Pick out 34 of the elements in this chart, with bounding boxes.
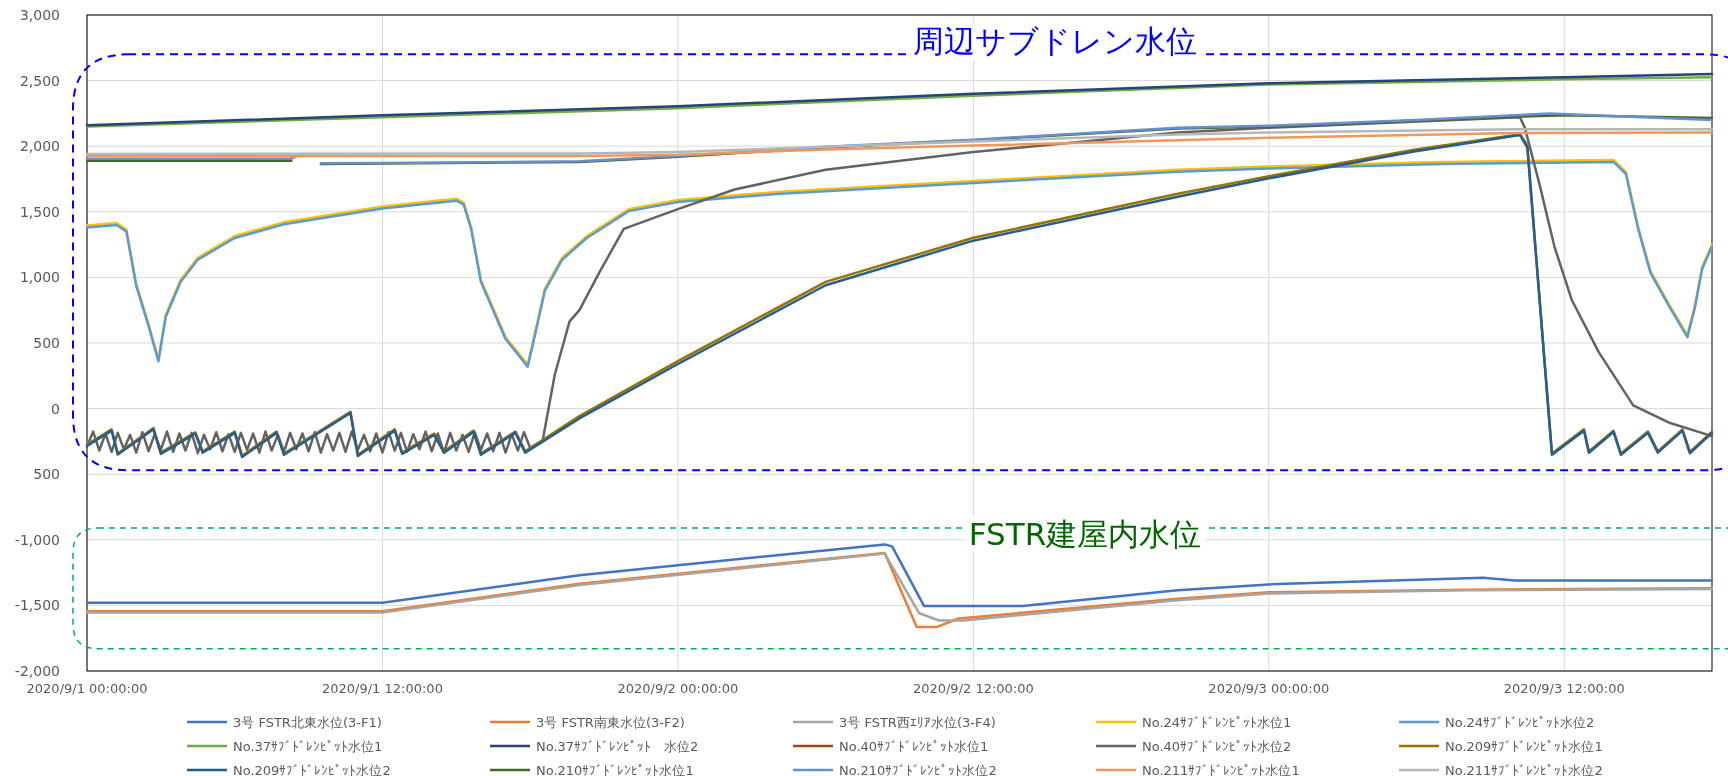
annotation: 周辺サブドレン水位 [913, 23, 1197, 59]
x-tick-label: 2020/9/3 00:00:00 [1208, 681, 1330, 696]
legend-label: No.210ｻﾌﾞﾄﾞﾚﾝﾋﾟｯﾄ水位1 [536, 763, 694, 776]
y-tick-label: 0 [51, 400, 60, 417]
legend-label: No.24ｻﾌﾞﾄﾞﾚﾝﾋﾟｯﾄ水位2 [1445, 715, 1595, 730]
legend-label: No.209ｻﾌﾞﾄﾞﾚﾝﾋﾟｯﾄ水位1 [1445, 739, 1603, 754]
legend-label: No.210ｻﾌﾞﾄﾞﾚﾝﾋﾟｯﾄ水位2 [839, 763, 997, 776]
y-tick-label: -1,000 [14, 531, 60, 548]
y-tick-label: -1,500 [14, 597, 60, 614]
x-tick-label: 2020/9/1 12:00:00 [322, 681, 443, 696]
y-tick-label: 1,000 [19, 269, 60, 286]
y-tick-label: 500 [33, 335, 60, 351]
legend-label: 3号 FSTR北東水位(3-F1) [233, 715, 382, 730]
x-tick-label: 2020/9/2 00:00:00 [617, 681, 739, 696]
legend-label: No.40ｻﾌﾞﾄﾞﾚﾝﾋﾟｯﾄ水位2 [1142, 739, 1292, 754]
legend-label: No.211ｻﾌﾞﾄﾞﾚﾝﾋﾟｯﾄ水位1 [1142, 763, 1300, 776]
legend-label: No.211ｻﾌﾞﾄﾞﾚﾝﾋﾟｯﾄ水位2 [1445, 763, 1603, 776]
x-tick-label: 2020/9/2 12:00:00 [912, 681, 1034, 696]
y-tick-label: 2,500 [19, 72, 60, 89]
legend-label: No.37ｻﾌﾞﾄﾞﾚﾝﾋﾟｯﾄ 水位2 [536, 739, 699, 754]
y-tick-label: -2,000 [14, 663, 60, 679]
legend-label: No.37ｻﾌﾞﾄﾞﾚﾝﾋﾟｯﾄ水位1 [233, 739, 383, 754]
legend-label: No.24ｻﾌﾞﾄﾞﾚﾝﾋﾟｯﾄ水位1 [1142, 715, 1292, 730]
y-tick-label: 2,000 [19, 138, 60, 155]
x-tick-label: 2020/9/3 12:00:00 [1503, 681, 1625, 696]
legend-label: No.209ｻﾌﾞﾄﾞﾚﾝﾋﾟｯﾄ水位2 [233, 763, 391, 776]
y-tick-label: 3,000 [19, 7, 60, 23]
legend-label: No.40ｻﾌﾞﾄﾞﾚﾝﾋﾟｯﾄ水位1 [839, 739, 989, 754]
x-tick-label: 2020/9/1 00:00:00 [26, 681, 148, 696]
y-tick-label: 1,500 [19, 203, 60, 220]
annotation: FSTR建屋内水位 [968, 516, 1202, 552]
legend-label: 3号 FSTR西ｴﾘｱ水位(3-F4) [839, 715, 996, 730]
legend-label: 3号 FSTR南東水位(3-F2) [536, 715, 685, 730]
y-tick-label: 500 [33, 466, 60, 483]
